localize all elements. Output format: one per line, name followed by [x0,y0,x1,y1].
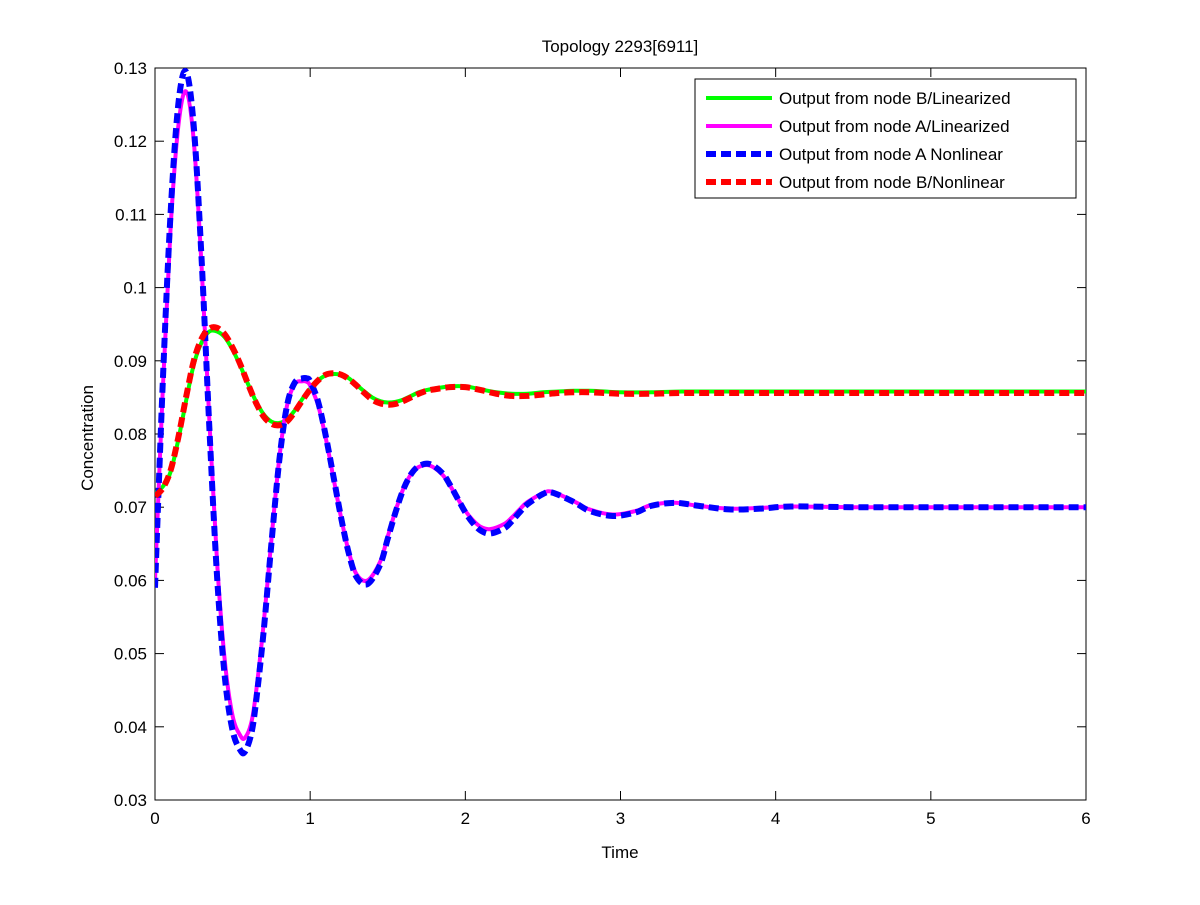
y-tick-label: 0.03 [114,791,147,810]
x-tick-label: 1 [305,809,314,828]
x-tick-label: 5 [926,809,935,828]
y-tick-label: 0.1 [123,279,147,298]
y-axis-ticks: 0.03 0.04 0.05 0.06 0.07 0.08 0.09 0.1 0.11 0.12 0… [114,59,1086,810]
y-tick-label: 0.08 [114,425,147,444]
legend-label: Output from node B/Nonlinear [779,173,1005,192]
y-tick-label: 0.06 [114,571,147,590]
y-tick-label: 0.07 [114,498,147,517]
y-tick-label: 0.09 [114,352,147,371]
legend-label: Output from node A Nonlinear [779,145,1003,164]
x-tick-label: 0 [150,809,159,828]
legend: Output from node B/Linearized Output from… [694,78,1077,199]
x-tick-label: 2 [461,809,470,828]
series-lines [155,68,1086,757]
x-tick-label: 3 [616,809,625,828]
series-line-output-from-node-b-nonlinear [155,324,1086,499]
chart-title: Topology 2293[6911] [542,37,699,56]
y-tick-label: 0.12 [114,132,147,151]
y-tick-label: 0.11 [115,205,147,224]
y-tick-label: 0.04 [114,718,147,737]
y-tick-label: 0.13 [114,59,147,78]
y-tick-label: 0.05 [114,645,147,664]
legend-label: Output from node A/Linearized [779,117,1010,136]
series-line-output-from-node-a-nonlinear [155,68,1086,757]
x-tick-label: 4 [771,809,780,828]
legend-items: Output from node B/Linearized Output from… [706,89,1011,192]
legend-label: Output from node B/Linearized [779,89,1011,108]
x-axis-label: Time [601,843,638,862]
y-axis-label: Concentration [78,385,97,491]
x-axis-ticks: 0 1 2 3 4 5 6 [150,68,1091,828]
x-tick-label: 6 [1081,809,1090,828]
